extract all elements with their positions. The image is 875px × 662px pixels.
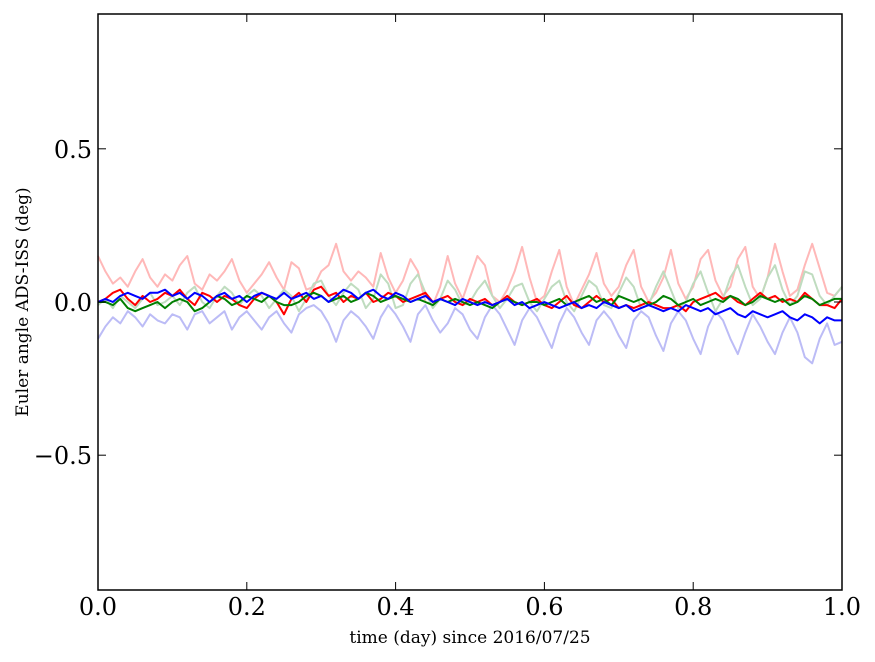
- y-tick-label: 0.5: [54, 136, 92, 164]
- y-axis-ticks: −0.5 0.0 0.5: [34, 136, 842, 470]
- series-line-blue: [97, 288, 842, 325]
- x-tick-label: 1.0: [823, 593, 861, 621]
- x-axis-ticks: 0.0 0.2 0.4 0.6 0.8 1.0: [79, 14, 861, 621]
- y-tick-label: 0.0: [54, 289, 92, 317]
- series-line-red-light: [97, 242, 843, 307]
- y-axis-label: Euler angle ADS-ISS (deg): [13, 187, 33, 416]
- x-tick-label: 0.8: [674, 593, 712, 621]
- x-tick-label: 0.4: [377, 593, 415, 621]
- series-line-blue-light: [97, 304, 843, 365]
- x-axis-label: time (day) since 2016/07/25: [349, 628, 590, 648]
- x-tick-label: 0.6: [525, 593, 563, 621]
- series-line-green: [98, 291, 842, 313]
- series-layer: [97, 242, 843, 365]
- x-tick-label: 0.0: [79, 593, 117, 621]
- x-tick-label: 0.2: [228, 593, 266, 621]
- y-tick-label: −0.5: [34, 442, 92, 470]
